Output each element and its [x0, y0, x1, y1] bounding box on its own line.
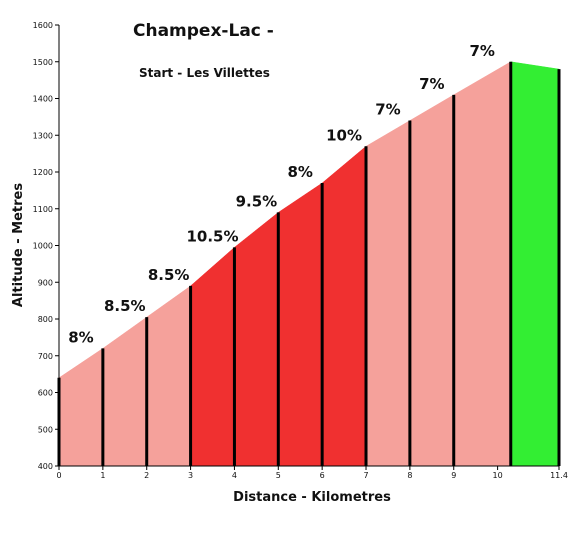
x-axis-title: Distance - Kilometres	[233, 490, 391, 505]
segment-area	[102, 316, 147, 467]
y-tick-label: 1300	[33, 131, 53, 140]
y-tick-label: 400	[38, 462, 53, 471]
x-tick-label: 4	[232, 471, 237, 480]
segment-area	[453, 61, 512, 467]
x-tick-label: 7	[363, 471, 368, 480]
segment-area	[234, 211, 279, 467]
grade-label: 7%	[419, 75, 444, 93]
grade-label: 8.5%	[148, 266, 190, 284]
y-tick-label: 1100	[33, 205, 53, 214]
segment-area	[510, 61, 560, 467]
km-dividers	[57, 61, 561, 466]
grade-labels: 8% 8.5%8.5% 10.5% 9.5% 8% 10% 7% 7% 7%	[68, 42, 495, 347]
grade-label: 7%	[470, 42, 495, 60]
grade-label: 8%	[68, 328, 93, 346]
y-tick-label: 1400	[33, 95, 53, 104]
x-tick-label: 10	[493, 471, 503, 480]
y-tick-label: 1000	[33, 242, 53, 251]
segment-area	[146, 285, 191, 467]
grade-label: 10.5%	[186, 227, 238, 245]
grade-label: 8%	[287, 163, 312, 181]
x-tick-label: 0	[56, 471, 61, 480]
segment-area	[58, 347, 104, 467]
chart-title: Champex-Lac -	[133, 21, 274, 41]
y-tick-label: 900	[38, 278, 53, 287]
x-tick-label: 3	[188, 471, 193, 480]
y-tick-label: 1500	[33, 58, 53, 67]
segment-area	[321, 145, 367, 467]
y-tick-label: 500	[38, 425, 53, 434]
grade-label: 8.5%	[104, 297, 146, 315]
segment-area	[409, 94, 454, 467]
y-axis-title: Altitude - Metres	[11, 183, 26, 307]
x-tick-label: 5	[276, 471, 281, 480]
x-tick-label: 9	[451, 471, 456, 480]
y-tick-labels: 400 500 600 700 800 900 1000 1100 1200 1300 1400 15…	[33, 21, 59, 471]
y-tick-label: 600	[38, 389, 53, 398]
x-tick-label: 6	[320, 471, 325, 480]
y-tick-label: 800	[38, 315, 53, 324]
x-tick-label: 11.4	[550, 471, 568, 480]
profile-segments	[58, 61, 560, 467]
y-tick-label: 1200	[33, 168, 53, 177]
x-tick-label: 2	[144, 471, 149, 480]
x-tick-label: 1	[100, 471, 105, 480]
segment-area	[365, 120, 411, 467]
y-tick-label: 1600	[33, 21, 53, 30]
x-tick-labels: 0 1 2 3 4 5 6 7 8 9 10 11.4	[56, 466, 568, 480]
grade-label: 10%	[326, 126, 362, 144]
segment-area	[278, 182, 323, 467]
segment-area	[190, 246, 235, 467]
grade-label: 7%	[375, 101, 400, 119]
y-tick-label: 700	[38, 352, 53, 361]
x-tick-label: 8	[407, 471, 412, 480]
grade-label: 9.5%	[236, 192, 278, 210]
chart-subtitle: Start - Les Villettes	[139, 66, 270, 80]
